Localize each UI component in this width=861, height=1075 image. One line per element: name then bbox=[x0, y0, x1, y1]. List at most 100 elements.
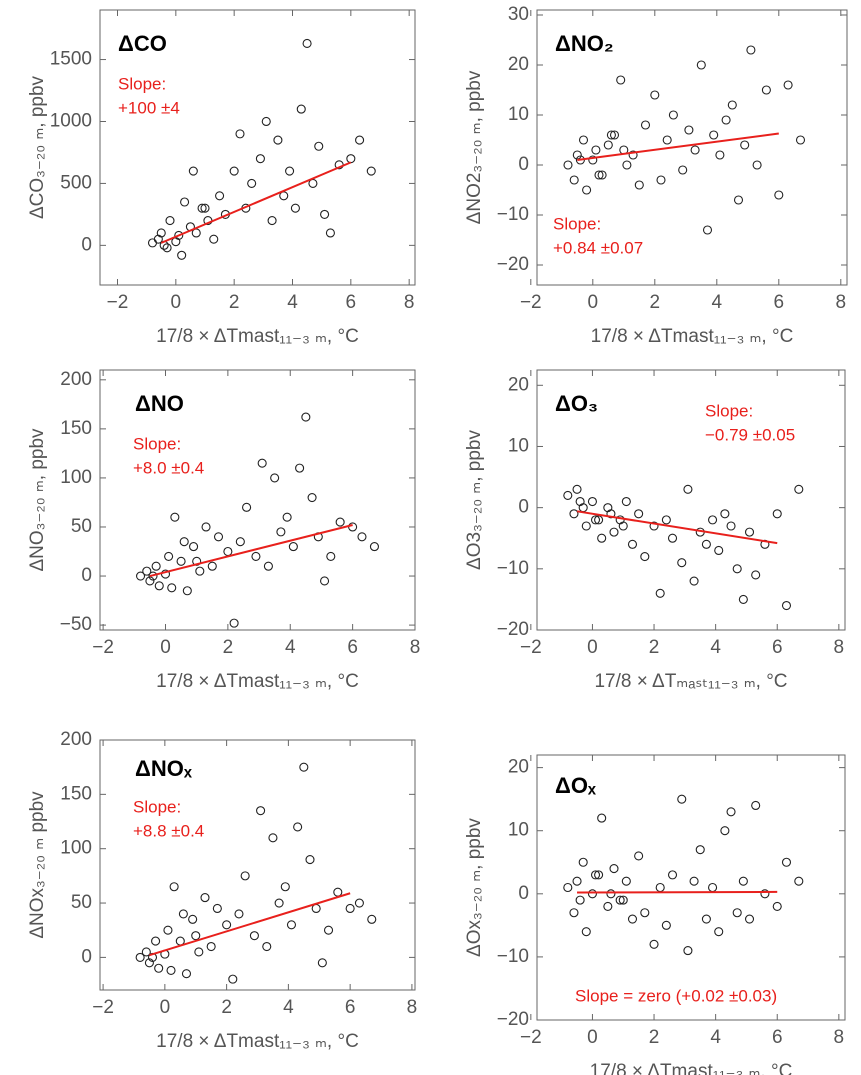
data-point bbox=[667, 870, 678, 880]
data-point bbox=[348, 522, 358, 532]
data-point bbox=[720, 509, 730, 519]
data-point bbox=[307, 492, 317, 503]
y-tick-label: −50 bbox=[60, 614, 92, 635]
data-point bbox=[170, 512, 180, 522]
x-axis-label: 17/8 × ΔTₘₐₛₜ₁₁₋₃ ₘ, °C bbox=[594, 671, 787, 692]
y-tick-label: 0 bbox=[518, 154, 529, 175]
data-point bbox=[156, 228, 166, 238]
x-tick-label: −2 bbox=[107, 292, 129, 313]
x-tick-label: −2 bbox=[520, 292, 542, 313]
data-point bbox=[166, 965, 176, 975]
slope-annotation: +100 ±4 bbox=[118, 98, 180, 117]
data-point bbox=[714, 927, 724, 937]
data-point bbox=[740, 140, 750, 150]
data-point bbox=[215, 191, 225, 201]
data-point bbox=[581, 521, 591, 531]
data-point bbox=[200, 203, 210, 213]
data-point bbox=[263, 561, 273, 571]
x-tick-label: 4 bbox=[285, 637, 296, 658]
data-point bbox=[320, 576, 330, 586]
data-point bbox=[668, 110, 678, 120]
fit-line bbox=[577, 890, 778, 894]
data-point bbox=[578, 857, 588, 867]
data-point bbox=[655, 882, 665, 893]
plot-frame bbox=[99, 739, 416, 991]
data-point bbox=[649, 939, 659, 949]
panel-title: ΔOₓ bbox=[555, 773, 597, 798]
data-point bbox=[733, 195, 744, 205]
y-axis-label: ΔNOx₃₋₂₀ ₘ ppbv bbox=[27, 791, 48, 939]
data-point bbox=[661, 515, 671, 525]
data-point bbox=[738, 876, 748, 886]
data-point bbox=[354, 898, 364, 908]
data-point bbox=[587, 496, 597, 507]
data-point bbox=[223, 546, 233, 557]
data-point bbox=[141, 947, 151, 957]
data-point bbox=[288, 542, 298, 552]
data-point bbox=[794, 876, 804, 886]
data-point bbox=[326, 551, 336, 561]
data-point bbox=[695, 845, 705, 855]
data-point bbox=[285, 166, 295, 176]
data-point bbox=[162, 243, 172, 253]
y-tick-label: 150 bbox=[60, 783, 92, 804]
data-point bbox=[325, 228, 335, 238]
data-point bbox=[145, 576, 155, 586]
x-axis-label: 17/8 × ΔTmast₁₁₋₃ ₘ, °C bbox=[591, 326, 794, 347]
data-point bbox=[163, 925, 173, 935]
y-tick-label: 200 bbox=[60, 369, 92, 390]
data-point bbox=[575, 496, 585, 507]
data-point bbox=[622, 160, 632, 170]
data-point bbox=[715, 150, 725, 160]
data-point bbox=[207, 561, 217, 571]
data-point bbox=[154, 963, 164, 973]
data-point bbox=[678, 165, 688, 175]
data-point bbox=[569, 509, 579, 519]
y-tick-label: 1500 bbox=[50, 49, 92, 70]
y-tick-label: 500 bbox=[60, 172, 92, 193]
data-point bbox=[640, 908, 650, 918]
slope-annotation: Slope: bbox=[705, 401, 753, 420]
data-point bbox=[572, 876, 582, 886]
data-point bbox=[634, 509, 644, 519]
data-point bbox=[594, 170, 604, 180]
data-point bbox=[690, 145, 700, 155]
data-point bbox=[234, 909, 244, 919]
data-point bbox=[268, 833, 278, 843]
data-point bbox=[194, 947, 204, 957]
panel-title: ΔO₃ bbox=[555, 391, 598, 416]
y-tick-label: 100 bbox=[60, 838, 92, 859]
data-point bbox=[590, 870, 601, 880]
y-tick-label: 150 bbox=[60, 418, 92, 439]
data-point bbox=[628, 150, 638, 160]
data-point bbox=[191, 931, 201, 941]
y-tick-label: 0 bbox=[81, 234, 92, 255]
y-tick-label: 0 bbox=[518, 497, 529, 518]
data-point bbox=[212, 903, 222, 914]
data-point bbox=[242, 502, 252, 512]
data-point bbox=[148, 571, 158, 581]
data-point bbox=[189, 542, 199, 552]
x-axis-label: 17/8 × ΔTmast₁₁₋₃ ₘ, °C bbox=[156, 326, 359, 347]
data-point bbox=[689, 576, 699, 586]
data-point bbox=[621, 496, 631, 507]
slope-annotation: +0.84 ±0.07 bbox=[553, 238, 643, 257]
data-point bbox=[677, 794, 687, 804]
y-axis-label: ΔNO₃₋₂₀ ₘ, ppbv bbox=[27, 428, 48, 572]
data-point bbox=[164, 551, 174, 561]
data-point bbox=[151, 561, 161, 571]
panel: −2 0 2 4 6 8 0 500 1000 1500 ΔCO Slope: +100 ±4 17/8 … bbox=[27, 9, 416, 347]
data-point bbox=[603, 901, 613, 911]
data-point bbox=[582, 185, 592, 195]
data-point bbox=[177, 250, 187, 260]
data-point bbox=[346, 154, 356, 164]
y-tick-label: 10 bbox=[508, 820, 529, 841]
data-point bbox=[235, 129, 245, 139]
slope-annotation: +8.0 ±0.4 bbox=[133, 458, 204, 477]
y-axis-label: ΔOx₃₋₂₀ ₘ, ppbv bbox=[464, 818, 485, 957]
x-axis-label: 17/8 × ΔTmast₁₁₋₃ ₘ, °C bbox=[590, 1061, 793, 1075]
x-tick-label: 0 bbox=[160, 637, 171, 658]
data-point bbox=[575, 895, 585, 905]
